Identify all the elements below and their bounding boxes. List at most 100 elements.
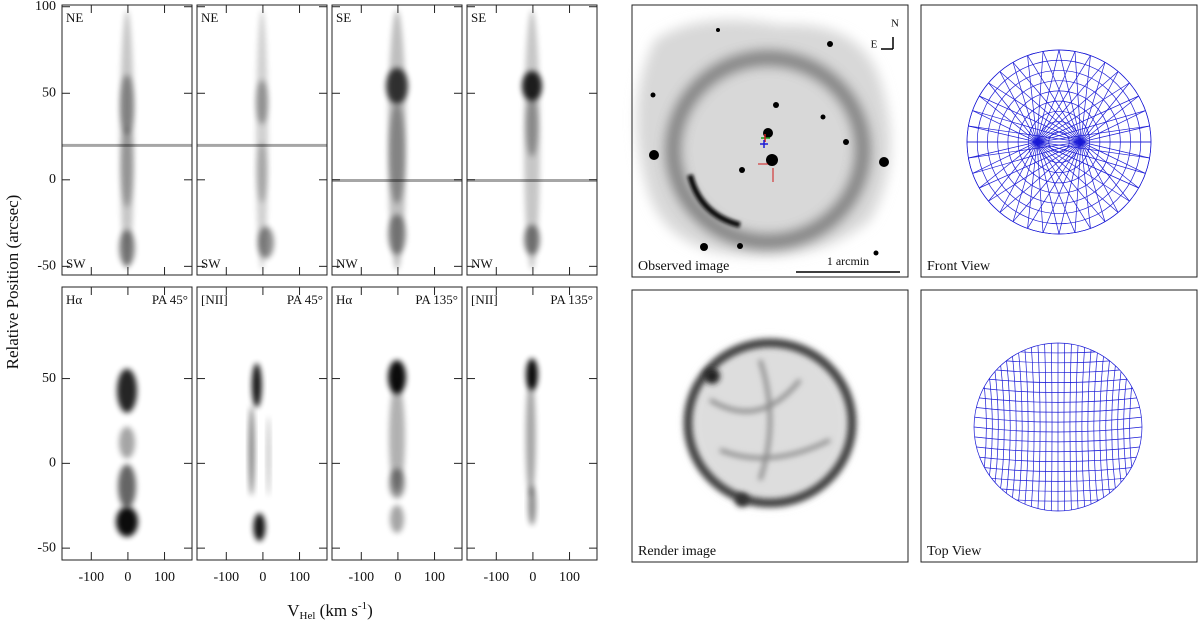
wire (1080, 141, 1130, 202)
pv-panel: -100 0 100 [NII] PA 135° (466, 286, 598, 585)
wire (999, 71, 1082, 143)
x-label-end: ) (367, 601, 373, 620)
wire (1027, 141, 1038, 229)
wire (1042, 141, 1082, 233)
emission (390, 505, 404, 534)
y-tick-label: 50 (42, 85, 56, 100)
wire (988, 82, 1038, 143)
wire (1027, 55, 1038, 143)
east-label: E (871, 39, 878, 51)
wire (1080, 141, 1119, 213)
emission (256, 10, 268, 270)
panel-label: PA 135° (550, 292, 593, 307)
slit-line (62, 143, 192, 147)
panel-label: SE (336, 10, 351, 25)
wire (973, 342, 1143, 512)
panel-image (62, 287, 192, 560)
wire (1074, 141, 1082, 233)
emission (525, 377, 536, 498)
wire (1075, 343, 1079, 511)
panel-label: SE (471, 10, 486, 25)
pv-panel: -100 0 100 Hα PA 135° (331, 286, 463, 585)
slit-line (332, 179, 462, 182)
wire (1036, 141, 1150, 159)
panel-image (332, 287, 462, 560)
panel-image (467, 5, 597, 275)
scale-label: 1 arcmin (827, 254, 869, 268)
wire (977, 343, 987, 511)
wire (1036, 62, 1106, 143)
wire (1099, 343, 1106, 511)
panel-frame (331, 4, 463, 276)
x-tick-label: 0 (529, 570, 536, 585)
wire (1030, 343, 1035, 511)
wire (999, 71, 1038, 143)
wire (1027, 141, 1082, 229)
pv-panel: SE NW (466, 4, 598, 276)
panel-label: Hα (66, 292, 82, 307)
x-tick-label: 0 (394, 570, 401, 585)
wire (972, 141, 1038, 174)
image-label: Front View (927, 259, 991, 274)
wire (1036, 110, 1146, 143)
emission (524, 224, 540, 255)
panel-frame (196, 286, 328, 561)
wire (1080, 141, 1146, 174)
wire (988, 82, 1082, 143)
wire (988, 141, 1038, 202)
wire (1080, 71, 1119, 143)
panel-image (467, 287, 597, 560)
wire (1080, 141, 1106, 222)
wire-group (974, 343, 1142, 511)
wire (1080, 55, 1091, 143)
pv-panel: NE SW (196, 4, 328, 276)
panel-frame (196, 4, 328, 276)
wire (1012, 62, 1082, 143)
render-image: Render image (631, 289, 909, 563)
emission (266, 416, 271, 497)
wire (1036, 55, 1091, 143)
wire (1036, 141, 1076, 233)
wire (1012, 141, 1038, 222)
x-tick-label: 100 (154, 570, 175, 585)
emission (388, 360, 406, 395)
emission (389, 382, 405, 493)
y-tick-label: 0 (49, 456, 56, 471)
wire (1036, 71, 1119, 143)
wire (1010, 343, 1017, 511)
wire (1036, 125, 1150, 143)
slit-line (467, 179, 597, 182)
image-label: Render image (638, 544, 716, 559)
pv-panel: SE NW (331, 4, 463, 276)
emission (257, 142, 267, 203)
x-tick-label: -100 (213, 570, 239, 585)
x-axis-label: VHel (km s-1) (287, 600, 373, 622)
panel-image (197, 287, 327, 560)
wire (990, 343, 999, 511)
wire (1017, 343, 1023, 511)
emission (253, 513, 266, 542)
wire (968, 125, 1082, 143)
y-tick-label: 50 (42, 371, 56, 386)
x-label-base: V (287, 601, 300, 620)
y-axis-label: Relative Position (arcsec) (3, 195, 22, 370)
emission (119, 230, 135, 266)
wire (1036, 141, 1119, 213)
wire (1080, 125, 1150, 143)
emission (388, 214, 406, 255)
image-label: Top View (927, 544, 982, 559)
wire (972, 110, 1082, 143)
emission (526, 96, 538, 157)
emission (522, 71, 542, 101)
wire (1080, 141, 1150, 159)
x-tick-label: 0 (124, 570, 131, 585)
panel-image (197, 5, 327, 275)
wire (1036, 82, 1130, 143)
emission (389, 468, 405, 499)
wire (1037, 343, 1041, 511)
wire (999, 141, 1082, 213)
emission (116, 506, 138, 537)
x-tick-label: 100 (289, 570, 310, 585)
wire (999, 141, 1038, 213)
x-tick-label: 100 (559, 570, 580, 585)
